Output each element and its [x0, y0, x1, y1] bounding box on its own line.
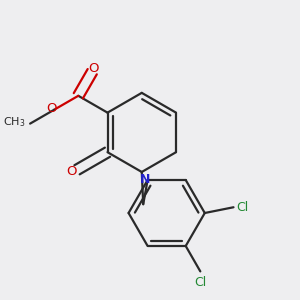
Text: Cl: Cl [194, 276, 206, 289]
Text: O: O [89, 62, 99, 75]
Text: CH$_3$: CH$_3$ [3, 115, 26, 129]
Text: O: O [46, 102, 57, 115]
Text: O: O [67, 165, 77, 178]
Text: N: N [140, 173, 150, 186]
Text: Cl: Cl [236, 201, 249, 214]
